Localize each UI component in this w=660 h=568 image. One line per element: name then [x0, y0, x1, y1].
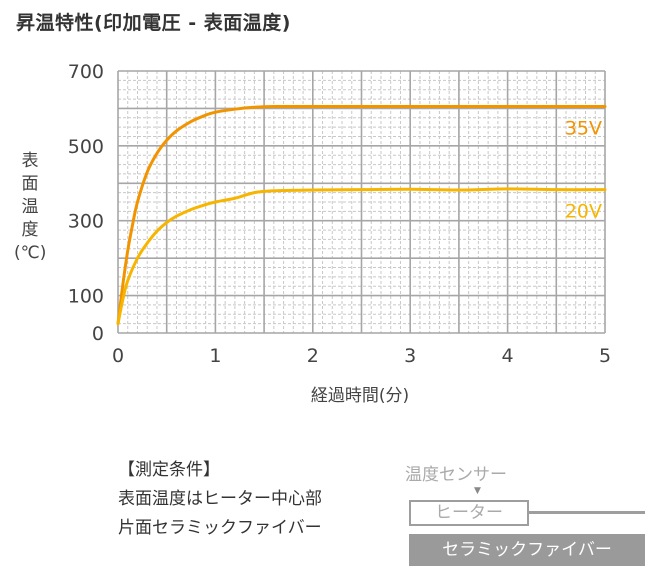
ceramic-fiber-block: セラミックファイバー [409, 534, 645, 566]
y-tick-label: 300 [68, 211, 104, 233]
temperature-sensor-label: 温度センサー [405, 465, 507, 485]
conditions-line: 表面温度はヒーター中心部 [118, 489, 322, 509]
y-tick-label: 0 [92, 323, 104, 345]
conditions-header: 【測定条件】 [118, 460, 220, 480]
conditions-line: 片面セラミックファイバー [118, 518, 322, 538]
line-chart: 0 100 300 500 700 0 1 2 3 4 5 35V 20V [68, 61, 611, 367]
x-tick-label: 3 [404, 345, 416, 367]
heater-block: ヒーター [409, 500, 529, 526]
series-label-20v: 20V [565, 201, 602, 223]
x-tick-label: 0 [112, 345, 124, 367]
x-tick-label: 5 [599, 345, 611, 367]
series-label-35v: 35V [565, 118, 602, 140]
y-axis-label: 表 面 温 度 (℃) [14, 150, 46, 265]
series-line-35v [116, 105, 607, 326]
heater-lead-wire [529, 511, 645, 514]
x-axis-label: 経過時間(分) [310, 386, 410, 406]
measurement-conditions: 【測定条件】 表面温度はヒーター中心部 片面セラミックファイバー [118, 456, 322, 543]
x-tick-label: 2 [307, 345, 319, 367]
y-axis-label-unit: (℃) [14, 243, 47, 263]
y-axis-label-char: 面 [21, 174, 39, 194]
y-axis-label-char: 表 [21, 151, 39, 171]
down-arrow-icon: ▼ [474, 486, 481, 496]
y-axis-label-char: 度 [21, 220, 39, 240]
y-axis-label-char: 温 [21, 197, 39, 217]
x-tick-label: 4 [502, 345, 514, 367]
x-tick-label: 1 [209, 345, 221, 367]
series-line-20v [116, 187, 607, 326]
y-tick-label: 100 [68, 286, 104, 308]
heater-diagram: 温度センサー ▼ ヒーター セラミックファイバー [405, 460, 655, 568]
y-tick-label: 700 [68, 61, 104, 83]
y-tick-label: 500 [68, 136, 104, 158]
chart-title: 昇温特性(印加電圧 - 表面温度) [16, 12, 291, 34]
